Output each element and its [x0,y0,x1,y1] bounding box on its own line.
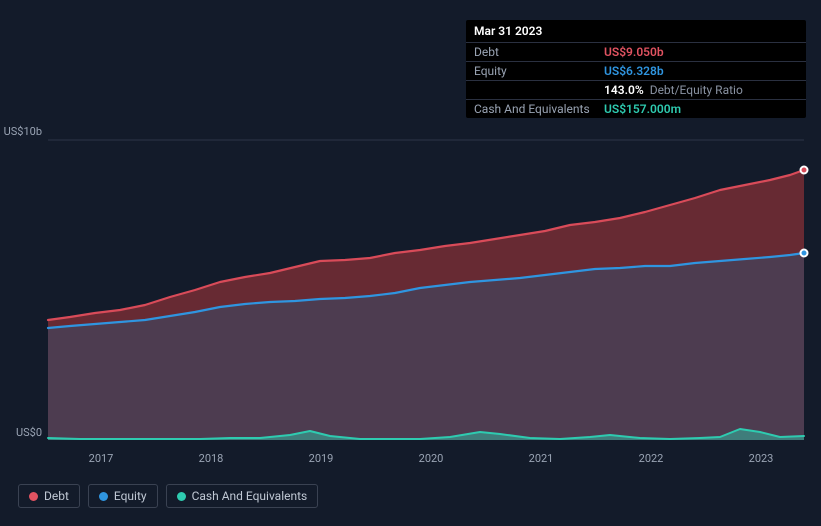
legend-item[interactable]: Equity [88,484,158,508]
tooltip-row-label: Cash And Equivalents [474,102,604,116]
y-axis-tick-label: US$0 [0,426,42,439]
x-axis-tick-label: 2023 [749,452,774,465]
debt-end-marker [800,166,809,175]
tooltip-row-value: US$6.328b [604,64,664,78]
x-axis-tick-label: 2018 [199,452,224,465]
legend-swatch-icon [29,492,38,501]
equity-end-marker [800,249,809,258]
chart-container: Mar 31 2023 DebtUS$9.050bEquityUS$6.328b… [0,0,821,526]
y-axis-tick-label: US$10b [0,125,42,138]
x-axis-tick-label: 2019 [309,452,334,465]
tooltip-row: DebtUS$9.050b [466,43,806,62]
x-axis-tick-label: 2021 [529,452,554,465]
legend-item-label: Equity [114,489,147,503]
x-axis-tick-label: 2020 [419,452,444,465]
tooltip-row: Cash And EquivalentsUS$157.000m [466,100,806,118]
tooltip-row: EquityUS$6.328b [466,62,806,81]
legend-swatch-icon [177,492,186,501]
tooltip-row-label: Equity [474,64,604,78]
legend-swatch-icon [99,492,108,501]
chart-legend: Debt Equity Cash And Equivalents [18,484,318,508]
tooltip-row-label: Debt [474,45,604,59]
legend-item[interactable]: Cash And Equivalents [166,484,319,508]
tooltip-row-value: 143.0% [604,83,644,97]
tooltip-row: 143.0% Debt/Equity Ratio [466,81,806,100]
legend-item[interactable]: Debt [18,484,80,508]
x-axis-tick-label: 2017 [89,452,114,465]
legend-item-label: Debt [44,489,69,503]
tooltip-row-extra: Debt/Equity Ratio [650,83,743,97]
legend-item-label: Cash And Equivalents [192,489,308,503]
chart-tooltip: Mar 31 2023 DebtUS$9.050bEquityUS$6.328b… [466,20,806,118]
tooltip-date: Mar 31 2023 [466,20,806,43]
tooltip-row-value: US$157.000m [604,102,681,116]
tooltip-row-value: US$9.050b [604,45,664,59]
x-axis-tick-label: 2022 [639,452,664,465]
